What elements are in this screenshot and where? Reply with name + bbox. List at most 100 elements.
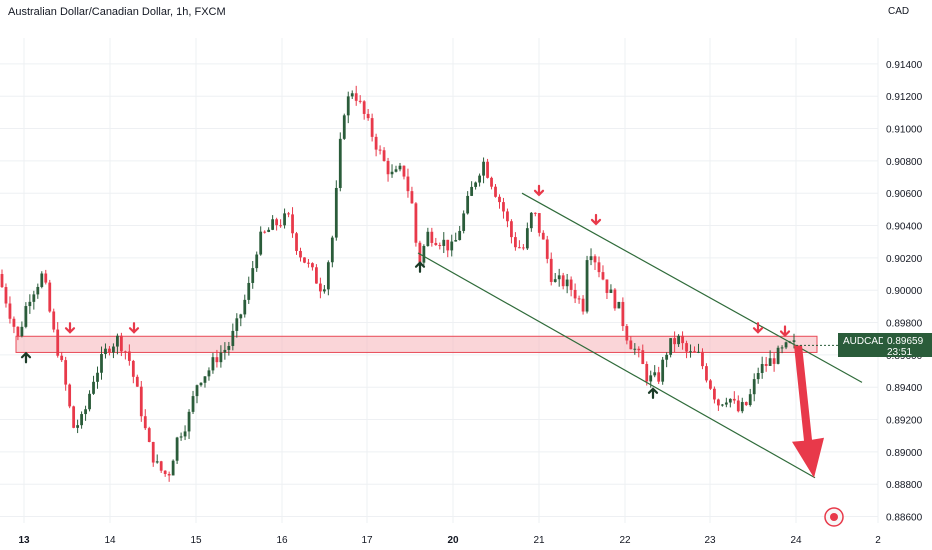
candle-body (187, 411, 191, 432)
candle-body (259, 231, 263, 255)
y-tick-label: 0.88600 (886, 513, 923, 524)
candle-body (215, 357, 219, 363)
time-axis: 13 14 15 16 17 20 21 22 23 24 2 (18, 535, 881, 546)
candle-body (422, 245, 426, 263)
candle-body (613, 289, 617, 309)
candle-body (48, 282, 52, 312)
candle-body (36, 286, 40, 295)
candle-body (60, 355, 64, 361)
candle-body (88, 393, 91, 410)
candles (0, 85, 796, 482)
candle-body (20, 326, 24, 337)
candle-body (155, 461, 159, 463)
candle-body (772, 358, 776, 364)
y-tick-label: 0.89200 (886, 416, 923, 427)
candle-body (645, 363, 649, 382)
candle-body (625, 326, 629, 341)
candle-body (112, 346, 115, 353)
candle-body (291, 214, 294, 234)
candle-body (514, 237, 517, 248)
x-tick-label: 15 (190, 535, 202, 546)
candle-body (96, 372, 99, 382)
candle-body (418, 242, 422, 263)
candle-body (486, 161, 489, 178)
y-tick-label: 0.89000 (886, 448, 923, 459)
candle-body (649, 375, 653, 382)
candle-body (561, 275, 565, 287)
candle-body (287, 213, 290, 215)
candle-body (709, 380, 712, 389)
candle-body (44, 273, 48, 283)
candle-body (752, 379, 756, 395)
y-tick-label: 0.90400 (886, 222, 923, 233)
candle-body (517, 247, 521, 249)
price-tag-symbol: AUDCAD (843, 336, 885, 347)
tradingview-logo-icon (824, 507, 844, 527)
candle-body (354, 93, 358, 101)
candle-body (720, 404, 724, 406)
candle-body (510, 221, 513, 238)
candle-body (183, 431, 187, 437)
x-tick-label: 2 (875, 535, 881, 546)
candle-body (713, 388, 716, 400)
down-arrow-icon (590, 213, 602, 226)
down-arrow-icon (64, 322, 76, 334)
candle-body (780, 347, 784, 349)
chart-title: Australian Dollar/Canadian Dollar, 1h, F… (8, 6, 226, 18)
candle-body (760, 364, 764, 374)
candle-body (267, 229, 271, 232)
candle-body (657, 372, 661, 382)
candle-body (525, 228, 529, 249)
candle-body (685, 343, 688, 352)
candle-body (466, 195, 470, 214)
candle-body (601, 272, 605, 280)
candle-body (661, 359, 665, 382)
candle-body (195, 385, 199, 397)
candle-body (318, 283, 322, 292)
candle-body (100, 354, 103, 373)
y-tick-label: 0.91400 (886, 60, 923, 71)
candle-body (0, 274, 4, 288)
candle-body (127, 351, 131, 361)
y-tick-label: 0.88800 (886, 480, 923, 491)
candle-body (303, 257, 306, 263)
candle-body (736, 400, 740, 412)
candle-body (605, 279, 609, 293)
x-tick-label: 23 (704, 535, 716, 546)
candle-body (506, 211, 509, 222)
candle-body (119, 335, 123, 352)
candle-body (382, 150, 386, 161)
candle-body (621, 301, 625, 327)
candle-body (482, 161, 485, 176)
candle-body (279, 225, 282, 227)
up-arrow-icon (414, 261, 426, 273)
candle-body (219, 352, 223, 363)
candle-body (362, 101, 366, 114)
candle-body (64, 360, 68, 385)
candle-body (597, 262, 601, 273)
candle-body (139, 386, 143, 417)
candle-body (171, 460, 175, 476)
candle-body (764, 364, 768, 366)
candle-body (390, 171, 394, 175)
candle-body (299, 250, 302, 258)
candle-body (338, 138, 342, 188)
candle-body (104, 348, 107, 355)
candle-body (235, 318, 239, 331)
price-tag: AUDCAD 0.89659 23:51 (838, 333, 932, 358)
candle-body (609, 289, 613, 293)
candle-body (537, 213, 541, 233)
candle-body (748, 394, 752, 406)
price-tag-price: 0.89659 (887, 336, 924, 347)
candle-body (792, 340, 796, 342)
candle-body (498, 196, 501, 203)
candle-body (617, 301, 621, 309)
candle-body (502, 202, 505, 212)
resistance-zone (15, 335, 818, 353)
descending-channel (417, 192, 863, 479)
candle-body (330, 237, 334, 263)
candle-body (577, 298, 581, 300)
candle-body (12, 318, 16, 327)
candle-body (92, 381, 95, 394)
